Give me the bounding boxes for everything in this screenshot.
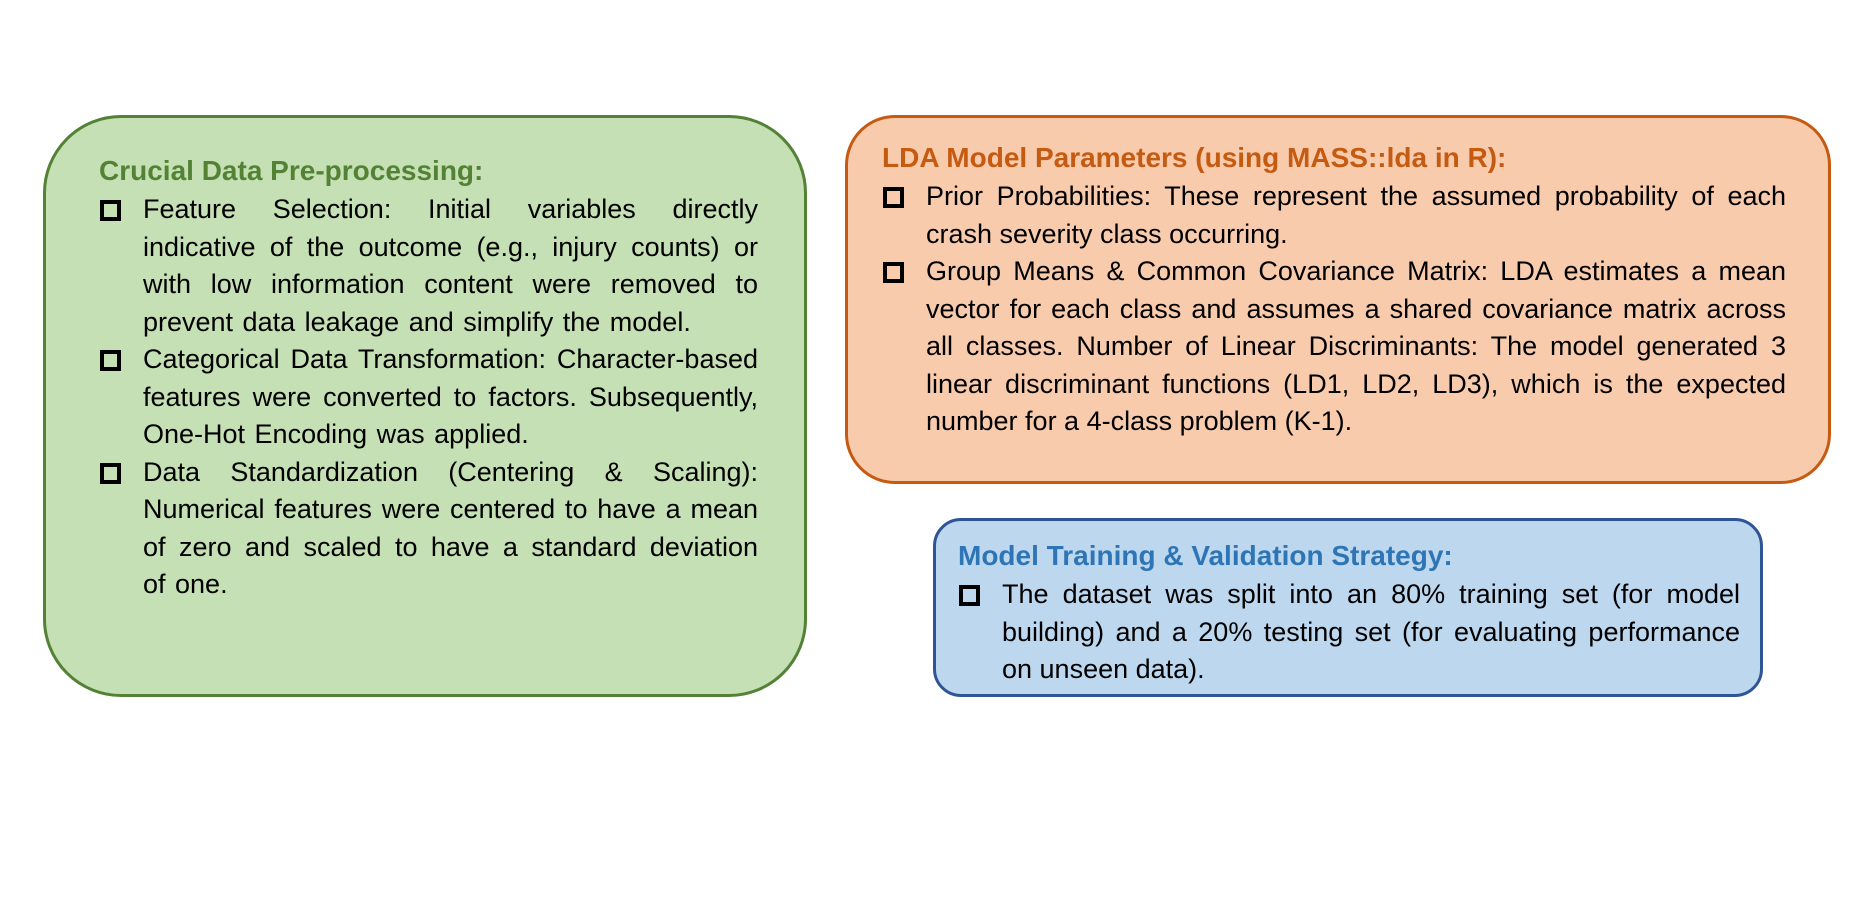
hollow-square-icon xyxy=(100,350,121,371)
training-strategy-box: Model Training & Validation Strategy: Th… xyxy=(933,518,1763,697)
list-item: Categorical Data Transformation: Charact… xyxy=(99,341,758,454)
list-item: Prior Probabilities: These represent the… xyxy=(882,178,1786,253)
lda-title: LDA Model Parameters (using MASS::lda in… xyxy=(882,142,1507,173)
lda-parameters-box: LDA Model Parameters (using MASS::lda in… xyxy=(845,115,1831,484)
hollow-square-icon xyxy=(100,200,121,221)
preprocessing-box: Crucial Data Pre-processing: Feature Sel… xyxy=(43,115,807,697)
bullet-text: Prior Probabilities: These represent the… xyxy=(926,181,1786,249)
bullet-text: Data Standardization (Centering & Scalin… xyxy=(143,456,758,600)
list-item: The dataset was split into an 80% traini… xyxy=(958,576,1740,689)
hollow-square-icon xyxy=(100,462,121,484)
preprocessing-title: Crucial Data Pre-processing: xyxy=(99,155,484,186)
preprocessing-list: Feature Selection: Initial variables dir… xyxy=(99,191,758,604)
hollow-square-icon xyxy=(959,585,980,606)
list-item: Group Means & Common Covariance Matrix: … xyxy=(882,253,1786,441)
bullet-text: The dataset was split into an 80% traini… xyxy=(1002,579,1740,684)
list-item: Data Standardization (Centering & Scalin… xyxy=(99,454,758,604)
hollow-square-icon xyxy=(883,187,904,208)
training-title: Model Training & Validation Strategy: xyxy=(958,540,1453,571)
list-item: Feature Selection: Initial variables dir… xyxy=(99,191,758,341)
training-list: The dataset was split into an 80% traini… xyxy=(958,576,1740,689)
bullet-text: Group Means & Common Covariance Matrix: … xyxy=(926,256,1786,436)
hollow-square-icon xyxy=(883,262,904,283)
lda-list: Prior Probabilities: These represent the… xyxy=(882,178,1786,441)
bullet-text: Feature Selection: Initial variables dir… xyxy=(143,194,758,337)
bullet-text: Categorical Data Transformation: Charact… xyxy=(143,344,758,449)
